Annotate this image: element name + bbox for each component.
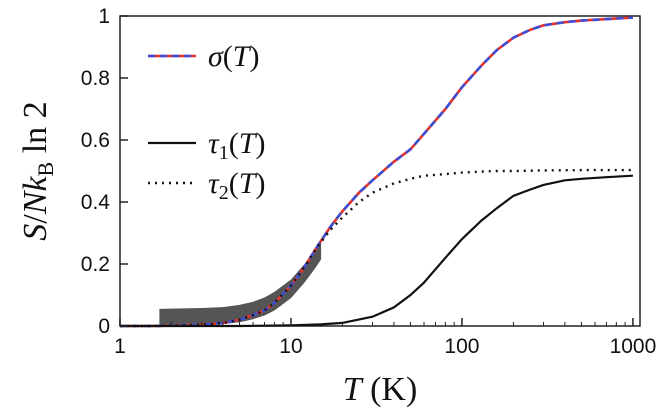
x-axis-label: T (K) xyxy=(343,371,418,408)
x-tick-label: 100 xyxy=(444,335,479,358)
legend-sigma-label: σ(T) xyxy=(208,40,259,73)
series-sigma-blue xyxy=(120,16,633,328)
y-tick-label: 0.6 xyxy=(81,129,110,152)
y-tick-label: 0 xyxy=(98,315,110,338)
shaded-band xyxy=(159,242,322,326)
x-tick-label: 1000 xyxy=(610,335,657,358)
series-layer xyxy=(120,16,633,328)
y-tick-label: 1 xyxy=(98,5,110,28)
plot-frame xyxy=(119,15,641,327)
x-tick-label: 10 xyxy=(279,335,302,358)
series-sigma-red xyxy=(120,16,633,328)
y-tick-label: 0.4 xyxy=(81,191,111,214)
ticks-layer: 1 10 100 1000 0 0.2 0.4 0.6 0.8 1 xyxy=(81,5,656,358)
series-tau1 xyxy=(120,174,633,328)
legend-tau1-label: τ1(T) xyxy=(208,127,265,164)
x-tick-label: 1 xyxy=(114,335,126,358)
legend: σ(T) τ1(T) τ2(T) xyxy=(148,40,265,204)
legend-tau2-label: τ2(T) xyxy=(208,167,265,204)
band-layer xyxy=(159,242,322,326)
series-tau2 xyxy=(120,168,633,328)
y-tick-label: 0.8 xyxy=(81,67,110,90)
y-axis-label: S/NkB ln 2 xyxy=(17,101,58,240)
y-tick-label: 0.2 xyxy=(81,253,110,276)
